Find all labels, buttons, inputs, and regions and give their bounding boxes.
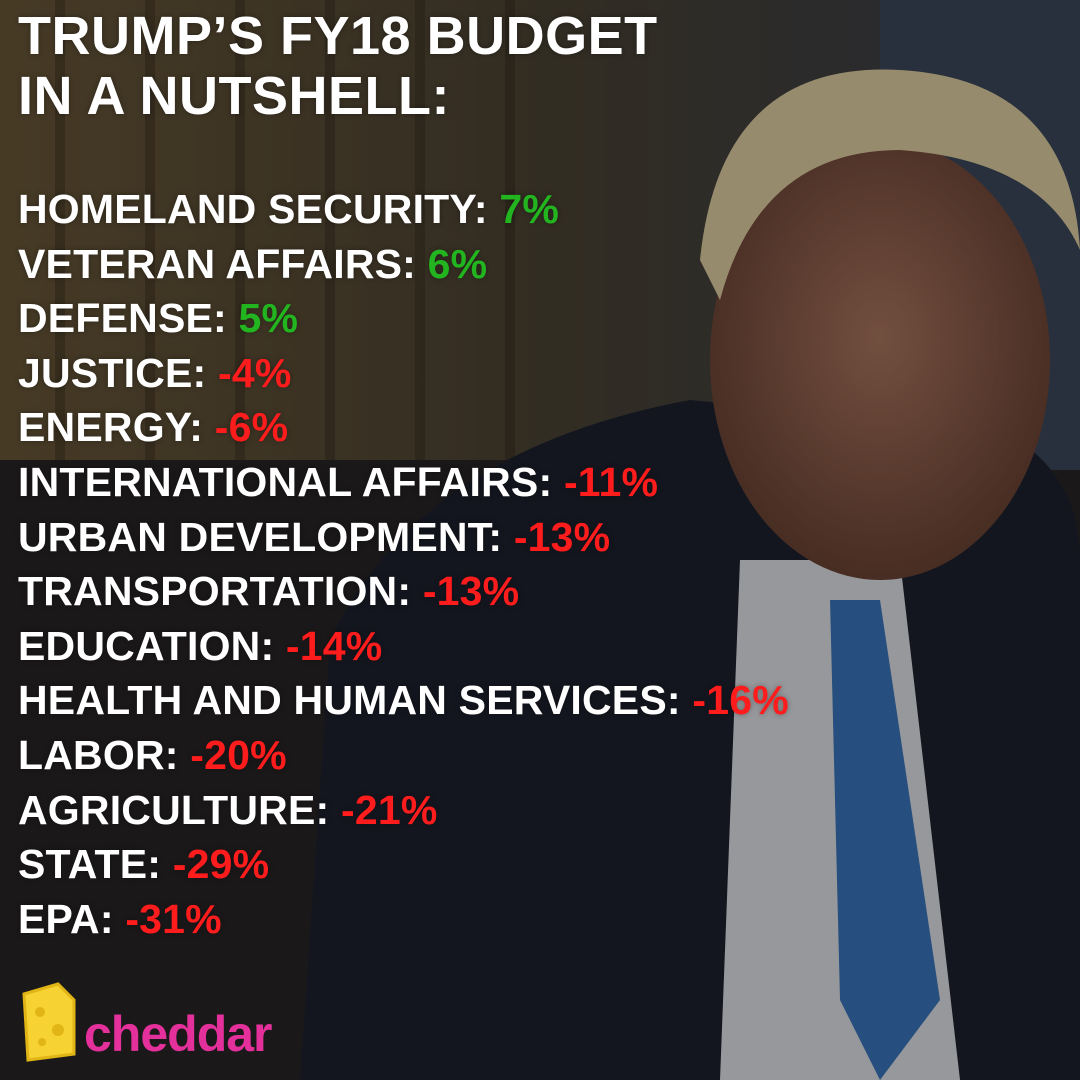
- item-label: EDUCATION:: [18, 622, 275, 669]
- item-label: TRANSPORTATION:: [18, 568, 412, 615]
- budget-item: URBAN DEVELOPMENT: -13%: [18, 510, 789, 565]
- budget-item: EDUCATION: -14%: [18, 619, 789, 674]
- item-change: -14%: [285, 622, 383, 669]
- item-label: URBAN DEVELOPMENT:: [18, 513, 503, 560]
- budget-item: HOMELAND SECURITY: 7%: [18, 182, 789, 237]
- item-label: VETERAN AFFAIRS:: [18, 240, 417, 287]
- item-change: -13%: [513, 513, 611, 560]
- item-change: 7%: [499, 186, 560, 232]
- item-label: LABOR:: [18, 731, 179, 778]
- item-label: AGRICULTURE:: [18, 786, 330, 833]
- item-label: DEFENSE:: [18, 295, 227, 342]
- item-label: JUSTICE:: [18, 349, 207, 396]
- item-change: 5%: [238, 295, 299, 342]
- item-label: HOMELAND SECURITY:: [18, 186, 488, 232]
- budget-item: AGRICULTURE: -21%: [18, 783, 789, 838]
- item-label: HEALTH AND HUMAN SERVICES:: [18, 677, 681, 724]
- item-change: -16%: [692, 677, 789, 724]
- budget-item: DEFENSE: 5%: [18, 291, 789, 346]
- budget-item: JUSTICE: -4%: [18, 346, 789, 401]
- item-label: STATE:: [18, 841, 162, 888]
- brand-logo: cheddar: [84, 1006, 273, 1062]
- item-change: 6%: [427, 240, 488, 287]
- item-change: -20%: [190, 731, 287, 778]
- item-label: INTERNATIONAL AFFAIRS:: [18, 458, 553, 505]
- title-line: TRUMP’S FY18 BUDGET: [18, 6, 658, 66]
- budget-item: HEALTH AND HUMAN SERVICES: -16%: [18, 673, 789, 728]
- item-change: -29%: [172, 841, 270, 888]
- title-line: IN A NUTSHELL:: [18, 66, 450, 126]
- budget-item: EPA: -31%: [18, 892, 789, 947]
- budget-item: ENERGY: -6%: [18, 400, 789, 455]
- budget-item: STATE: -29%: [18, 837, 789, 892]
- cheese-logo-icon: [22, 982, 76, 1062]
- item-change: -6%: [214, 404, 289, 451]
- item-change: -13%: [422, 568, 520, 615]
- budget-item: LABOR: -20%: [18, 728, 789, 783]
- budget-list: HOMELAND SECURITY: 7% VETERAN AFFAIRS: 6%…: [18, 182, 789, 946]
- budget-item: VETERAN AFFAIRS: 6%: [18, 237, 789, 292]
- item-label: EPA:: [18, 895, 114, 942]
- item-change: -4%: [218, 349, 292, 396]
- item-change: -11%: [563, 458, 659, 505]
- item-change: -31%: [125, 895, 222, 942]
- budget-item: INTERNATIONAL AFFAIRS: -11%: [18, 455, 789, 510]
- budget-item: TRANSPORTATION: -13%: [18, 564, 789, 619]
- item-label: ENERGY:: [18, 404, 204, 451]
- item-change: -21%: [340, 786, 438, 833]
